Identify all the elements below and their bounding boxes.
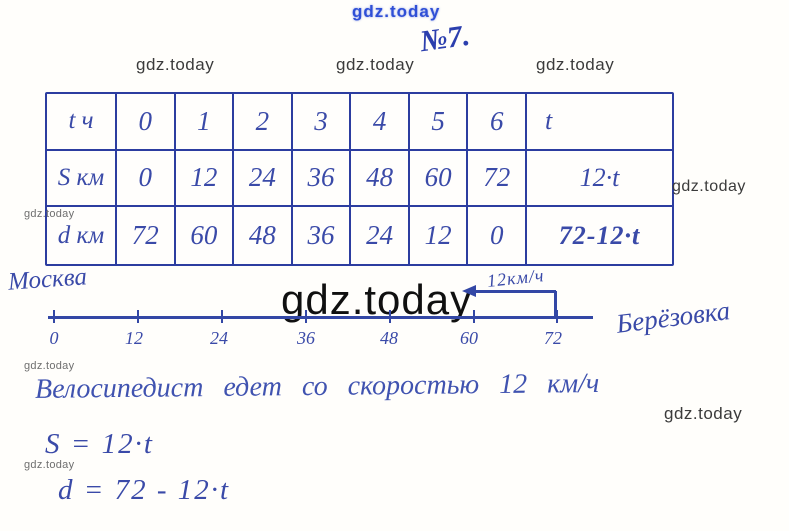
watermark-center-black: gdz.today xyxy=(281,276,473,323)
solution-sentence: Велосипедист едет со скоростью 12 км/ч xyxy=(34,367,600,405)
tick-label: 0 xyxy=(49,328,59,348)
tick-mark xyxy=(556,310,558,323)
tick-label: 72 xyxy=(544,328,562,348)
table-row-label: t ч xyxy=(47,94,117,151)
formula-remaining: d = 72 - 12·t xyxy=(58,474,231,506)
table-cell: 0 xyxy=(117,94,176,151)
tick-label: 12 xyxy=(125,328,143,348)
table-cell: 0 xyxy=(468,207,527,264)
speed-arrow-drop xyxy=(554,291,557,318)
table-cell: 60 xyxy=(409,150,469,208)
city-label-moscow: Москва xyxy=(7,263,88,296)
table-cell: 5 xyxy=(409,94,469,151)
tick-mark xyxy=(389,310,391,323)
tick-mark xyxy=(221,310,223,323)
number-line: 0 12 24 36 48 60 72 xyxy=(48,310,593,348)
tick-mark xyxy=(473,310,475,323)
watermark-formula: gdz.today xyxy=(24,459,75,471)
table-cell: 60 xyxy=(176,207,235,264)
speed-arrow-shaft xyxy=(472,290,556,293)
table-formula-cell: 12·t xyxy=(527,151,672,208)
tick-label: 60 xyxy=(460,328,478,348)
table-formula-cell: t xyxy=(527,94,672,151)
tick-mark xyxy=(137,310,139,323)
tick-label: 48 xyxy=(380,328,398,348)
table-cell: 1 xyxy=(175,94,235,151)
table-cell: 48 xyxy=(234,207,293,264)
table-cell: 4 xyxy=(351,94,410,151)
tick-label: 36 xyxy=(297,328,315,348)
arrow-left-icon xyxy=(462,285,476,297)
table-cell: 3 xyxy=(292,94,352,151)
table-cell: 2 xyxy=(234,94,293,151)
tick-mark xyxy=(305,310,307,323)
watermark-row-left: gdz.today xyxy=(136,55,215,74)
watermark-top-blue: gdz.today xyxy=(352,2,441,21)
table-cell: 72 xyxy=(117,207,176,264)
values-table: t ч 0 1 2 3 4 5 6 t S км 0 12 24 36 48 6… xyxy=(45,92,674,266)
tick-mark xyxy=(53,310,55,323)
table-cell: 24 xyxy=(234,150,293,208)
table-cell: 24 xyxy=(351,207,410,264)
formula-distance: S = 12·t xyxy=(45,428,154,460)
table-row-label: d км xyxy=(47,207,117,264)
table-cell: 36 xyxy=(293,207,352,264)
table-cell: 36 xyxy=(292,150,352,208)
tick-label: 24 xyxy=(210,328,228,348)
table-formula-cell: 72-12·t xyxy=(558,220,641,250)
watermark-sentence-right: gdz.today xyxy=(664,404,743,423)
table-cell: 12 xyxy=(175,150,235,208)
table-cell: 6 xyxy=(468,94,527,151)
table-row-label: S км xyxy=(47,150,117,208)
table-cell: 0 xyxy=(117,150,176,208)
table-cell: 72 xyxy=(468,150,527,208)
table-cell: 12 xyxy=(410,207,469,264)
problem-number: №7. xyxy=(417,18,472,59)
watermark-below-line: gdz.today xyxy=(24,360,75,372)
table-cell: 48 xyxy=(351,150,410,208)
watermark-row-center: gdz.today xyxy=(336,55,415,74)
watermark-row-right: gdz.today xyxy=(536,55,615,74)
speed-label: 12км/ч xyxy=(486,265,546,291)
city-label-beryozovka: Берёзовка xyxy=(614,295,732,339)
watermark-table-right: gdz.today xyxy=(672,178,746,195)
watermark-table-left: gdz.today xyxy=(24,208,75,220)
